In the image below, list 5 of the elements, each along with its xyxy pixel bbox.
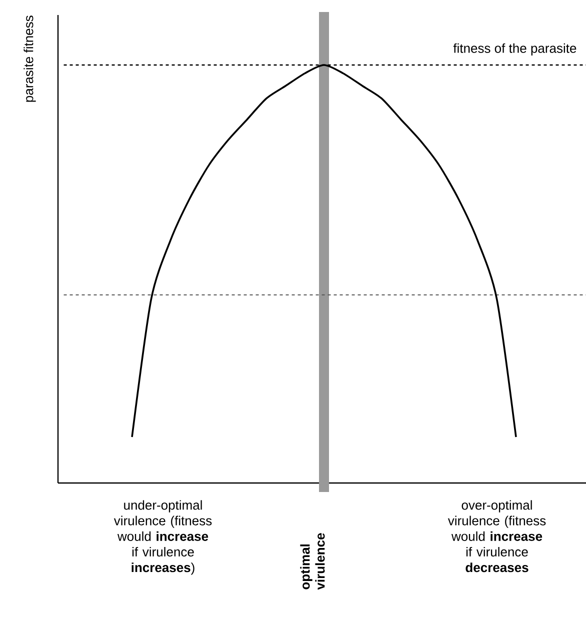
- text: parasite fitness: [24, 16, 36, 102]
- text: under-optimal virulence (fitness would increase if virulence increases): [114, 500, 212, 575]
- text: optimal virulence: [300, 533, 325, 590]
- ref-line-label: fitness of the parasite: [453, 43, 576, 56]
- text: over-optimal virulence (fitness would increase if virulence decreases: [448, 500, 546, 572]
